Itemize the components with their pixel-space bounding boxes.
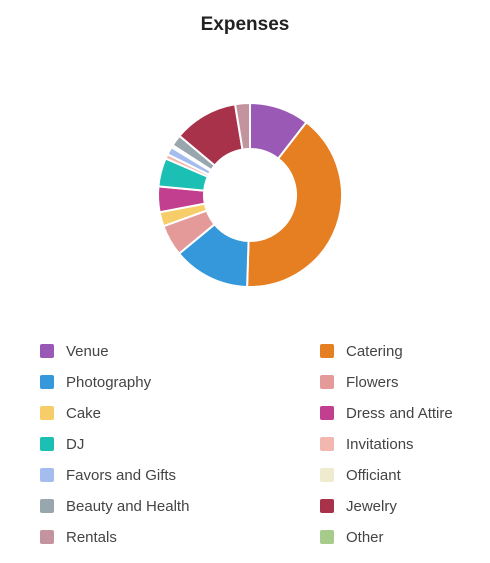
legend-label: Officiant [346, 466, 401, 484]
legend-swatch [40, 468, 54, 482]
legend-item-photography[interactable]: Photography [40, 372, 320, 392]
legend-label: Other [346, 528, 384, 546]
legend-item-invitations[interactable]: Invitations [320, 434, 480, 454]
legend-swatch [320, 437, 334, 451]
legend-item-jewelry[interactable]: Jewelry [320, 496, 480, 516]
legend-label: DJ [66, 435, 85, 453]
legend-item-rentals[interactable]: Rentals [40, 527, 320, 547]
legend-label: Venue [66, 342, 109, 360]
legend-swatch [320, 344, 334, 358]
chart-title: Expenses [200, 14, 290, 35]
legend-label: Beauty and Health [66, 497, 190, 515]
legend-item-favors-and-gifts[interactable]: Favors and Gifts [40, 465, 320, 485]
slice-catering[interactable] [246, 120, 343, 288]
legend-label: Jewelry [346, 497, 397, 515]
legend-swatch [320, 499, 334, 513]
legend-label: Dress and Attire [346, 404, 453, 422]
donut-chart [157, 101, 343, 288]
legend-item-venue[interactable]: Venue [40, 341, 320, 361]
legend-label: Flowers [346, 373, 399, 391]
legend-swatch [320, 468, 334, 482]
legend-item-beauty-and-health[interactable]: Beauty and Health [40, 496, 320, 516]
legend-label: Invitations [346, 435, 414, 453]
legend-swatch [40, 499, 54, 513]
legend-label: Cake [66, 404, 102, 422]
legend-item-catering[interactable]: Catering [320, 341, 480, 361]
legend-item-dj[interactable]: DJ [40, 434, 320, 454]
slice-rentals[interactable] [233, 101, 251, 151]
legend-swatch [40, 437, 54, 451]
legend-swatch [320, 375, 334, 389]
legend-swatch [320, 530, 334, 544]
legend-label: Rentals [66, 528, 117, 546]
legend-item-officiant[interactable]: Officiant [320, 465, 480, 485]
legend-swatch [40, 530, 54, 544]
legend-item-flowers[interactable]: Flowers [320, 372, 480, 392]
legend-label: Photography [66, 373, 152, 391]
legend-label: Favors and Gifts [66, 466, 177, 484]
legend-item-other[interactable]: Other [320, 527, 480, 547]
legend-label: Catering [346, 342, 403, 360]
legend-item-dress-and-attire[interactable]: Dress and Attire [320, 403, 480, 423]
legend-swatch [320, 406, 334, 420]
legend-swatch [40, 344, 54, 358]
legend-swatch [40, 406, 54, 420]
legend-swatch [40, 375, 54, 389]
chart-legend: Venue Catering Photography Flowers Cake Dress… [40, 341, 480, 547]
legend-item-cake[interactable]: Cake [40, 403, 320, 423]
